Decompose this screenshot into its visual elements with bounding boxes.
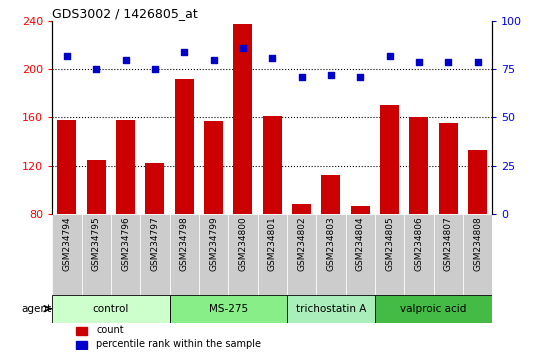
Bar	[111, 214, 140, 295]
Text: GSM234796: GSM234796	[121, 216, 130, 271]
Bar	[380, 105, 399, 310]
Text: GSM234797: GSM234797	[150, 216, 159, 271]
Point	[297, 74, 306, 80]
Point	[209, 57, 218, 63]
Bar	[175, 79, 194, 310]
Text: GSM234798: GSM234798	[180, 216, 189, 271]
Text: GSM234807: GSM234807	[444, 216, 453, 271]
Bar	[316, 214, 345, 295]
Point	[121, 57, 130, 63]
Point	[180, 49, 189, 55]
Text: count: count	[96, 325, 124, 335]
Bar	[433, 214, 463, 295]
Text: GSM234805: GSM234805	[385, 216, 394, 271]
Text: GSM234795: GSM234795	[92, 216, 101, 271]
Bar	[351, 206, 370, 310]
Point	[63, 53, 72, 59]
Bar	[81, 214, 111, 295]
Bar	[169, 214, 199, 295]
Text: GSM234794: GSM234794	[62, 216, 72, 271]
Bar	[287, 295, 375, 322]
Bar	[204, 121, 223, 310]
Text: GDS3002 / 1426805_at: GDS3002 / 1426805_at	[52, 7, 198, 20]
Text: GSM234800: GSM234800	[238, 216, 248, 271]
Bar	[375, 214, 404, 295]
Text: percentile rank within the sample: percentile rank within the sample	[96, 339, 261, 349]
Text: GSM234799: GSM234799	[209, 216, 218, 271]
Text: control: control	[93, 304, 129, 314]
Text: GSM234806: GSM234806	[414, 216, 424, 271]
Point	[92, 67, 101, 72]
Point	[151, 67, 160, 72]
Point	[415, 59, 424, 64]
Text: valproic acid: valproic acid	[400, 304, 467, 314]
Point	[473, 59, 482, 64]
Text: agent: agent	[21, 304, 52, 314]
Text: GSM234801: GSM234801	[268, 216, 277, 271]
Bar	[409, 118, 428, 310]
Bar	[287, 214, 316, 295]
Bar	[463, 214, 492, 295]
Point	[356, 74, 365, 80]
Point	[385, 53, 394, 59]
Bar	[345, 214, 375, 295]
Text: GSM234802: GSM234802	[297, 216, 306, 271]
Bar	[140, 214, 169, 295]
Text: MS-275: MS-275	[208, 304, 248, 314]
Bar	[257, 214, 287, 295]
Bar	[52, 214, 81, 295]
Bar	[76, 327, 87, 335]
Bar	[76, 341, 87, 348]
Text: GSM234803: GSM234803	[326, 216, 336, 271]
Bar	[404, 214, 433, 295]
Bar	[228, 214, 257, 295]
Point	[239, 45, 248, 51]
Bar	[169, 295, 287, 322]
Bar	[468, 150, 487, 310]
Bar	[87, 160, 106, 310]
Point	[327, 72, 336, 78]
Bar	[145, 163, 164, 310]
Bar	[116, 120, 135, 310]
Bar	[233, 24, 252, 310]
Bar	[52, 295, 169, 322]
Bar	[263, 116, 282, 310]
Text: GSM234804: GSM234804	[356, 216, 365, 271]
Bar	[439, 124, 458, 310]
Point	[268, 55, 277, 61]
Bar	[292, 204, 311, 310]
Bar	[57, 120, 76, 310]
Bar	[375, 295, 492, 322]
Text: trichostatin A: trichostatin A	[296, 304, 366, 314]
Bar	[321, 175, 340, 310]
Point	[444, 59, 453, 64]
Bar	[199, 214, 228, 295]
Text: GSM234808: GSM234808	[473, 216, 482, 271]
